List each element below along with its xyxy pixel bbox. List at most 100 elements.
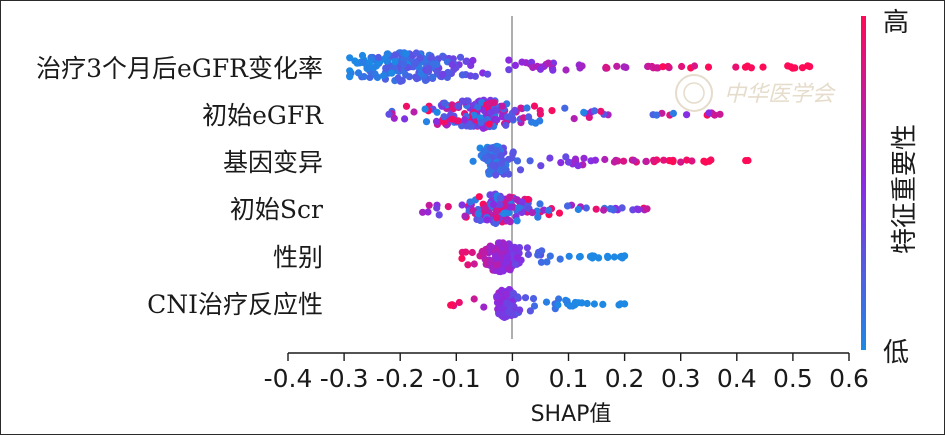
data-point bbox=[497, 152, 505, 160]
data-point bbox=[536, 200, 544, 208]
data-point bbox=[524, 195, 532, 204]
data-point bbox=[537, 258, 546, 266]
data-point bbox=[503, 217, 511, 225]
data-point bbox=[477, 119, 485, 127]
data-point bbox=[480, 249, 488, 257]
data-point bbox=[471, 72, 479, 80]
data-point bbox=[488, 161, 496, 169]
data-point bbox=[474, 103, 482, 111]
x-tick-label: 0.6 bbox=[829, 364, 869, 393]
data-point bbox=[561, 104, 569, 112]
data-point bbox=[565, 252, 573, 260]
data-point bbox=[588, 254, 597, 262]
data-point bbox=[564, 158, 573, 166]
data-point bbox=[511, 61, 519, 69]
data-point bbox=[621, 252, 629, 260]
data-point bbox=[500, 310, 508, 318]
data-point bbox=[545, 206, 553, 214]
data-point bbox=[574, 205, 582, 214]
data-point bbox=[543, 258, 551, 266]
data-point bbox=[441, 99, 449, 107]
data-point bbox=[518, 58, 526, 66]
data-point bbox=[360, 73, 368, 81]
data-point bbox=[505, 66, 513, 74]
data-point bbox=[503, 299, 511, 307]
data-point bbox=[448, 60, 456, 69]
data-point bbox=[489, 200, 497, 208]
data-point bbox=[652, 64, 660, 72]
data-point bbox=[534, 251, 542, 259]
data-point bbox=[469, 157, 477, 165]
data-point bbox=[493, 256, 502, 264]
data-point bbox=[455, 298, 463, 307]
data-point bbox=[580, 154, 588, 162]
data-point bbox=[506, 193, 514, 201]
data-point bbox=[610, 158, 619, 166]
data-point bbox=[481, 204, 489, 212]
data-point bbox=[620, 157, 628, 165]
data-point bbox=[597, 107, 605, 115]
data-point bbox=[502, 290, 511, 298]
data-point bbox=[484, 70, 492, 78]
data-point bbox=[493, 214, 501, 222]
data-point bbox=[461, 212, 469, 220]
data-point bbox=[513, 217, 521, 225]
data-point bbox=[759, 63, 767, 71]
data-point bbox=[454, 102, 462, 110]
data-point bbox=[677, 158, 685, 166]
data-point bbox=[400, 60, 408, 69]
data-point bbox=[704, 63, 713, 71]
data-point bbox=[487, 191, 495, 199]
data-point bbox=[487, 243, 495, 251]
data-point bbox=[523, 104, 531, 112]
data-point bbox=[475, 193, 483, 201]
data-point bbox=[650, 156, 658, 164]
data-point bbox=[440, 113, 448, 121]
colorbar bbox=[861, 16, 866, 350]
data-point bbox=[485, 120, 493, 128]
data-point bbox=[513, 157, 522, 165]
data-point bbox=[462, 57, 470, 65]
data-point bbox=[402, 50, 410, 58]
data-point bbox=[483, 216, 491, 224]
data-point bbox=[604, 253, 612, 262]
data-point bbox=[485, 170, 493, 178]
data-point bbox=[806, 63, 814, 71]
data-point bbox=[600, 206, 608, 214]
data-point bbox=[546, 252, 554, 260]
data-point bbox=[603, 64, 611, 72]
data-point bbox=[492, 219, 500, 228]
data-point bbox=[394, 74, 402, 82]
data-point bbox=[601, 155, 609, 164]
data-point bbox=[424, 208, 432, 216]
data-point bbox=[618, 204, 626, 212]
data-point bbox=[683, 111, 691, 119]
data-point bbox=[659, 63, 667, 71]
data-point bbox=[470, 260, 478, 268]
data-point bbox=[563, 202, 572, 210]
data-point bbox=[653, 111, 661, 119]
data-point bbox=[669, 158, 677, 166]
data-point bbox=[487, 257, 495, 266]
data-point bbox=[513, 253, 522, 261]
data-point bbox=[634, 205, 642, 214]
data-point bbox=[346, 67, 354, 75]
data-point bbox=[422, 118, 431, 126]
data-point bbox=[537, 162, 545, 170]
data-point bbox=[526, 157, 534, 165]
data-point bbox=[388, 69, 396, 77]
colorbar-low-label: 低 bbox=[883, 338, 909, 368]
data-point bbox=[664, 62, 672, 71]
data-point bbox=[501, 241, 509, 249]
data-point bbox=[505, 265, 513, 273]
data-point bbox=[464, 97, 472, 105]
data-point bbox=[476, 216, 484, 225]
data-point bbox=[413, 75, 421, 83]
data-point bbox=[401, 115, 409, 123]
data-point bbox=[563, 297, 571, 305]
data-point bbox=[502, 258, 510, 266]
data-point bbox=[548, 107, 556, 115]
data-point bbox=[683, 156, 691, 164]
data-point bbox=[495, 310, 503, 318]
data-point bbox=[526, 307, 535, 315]
